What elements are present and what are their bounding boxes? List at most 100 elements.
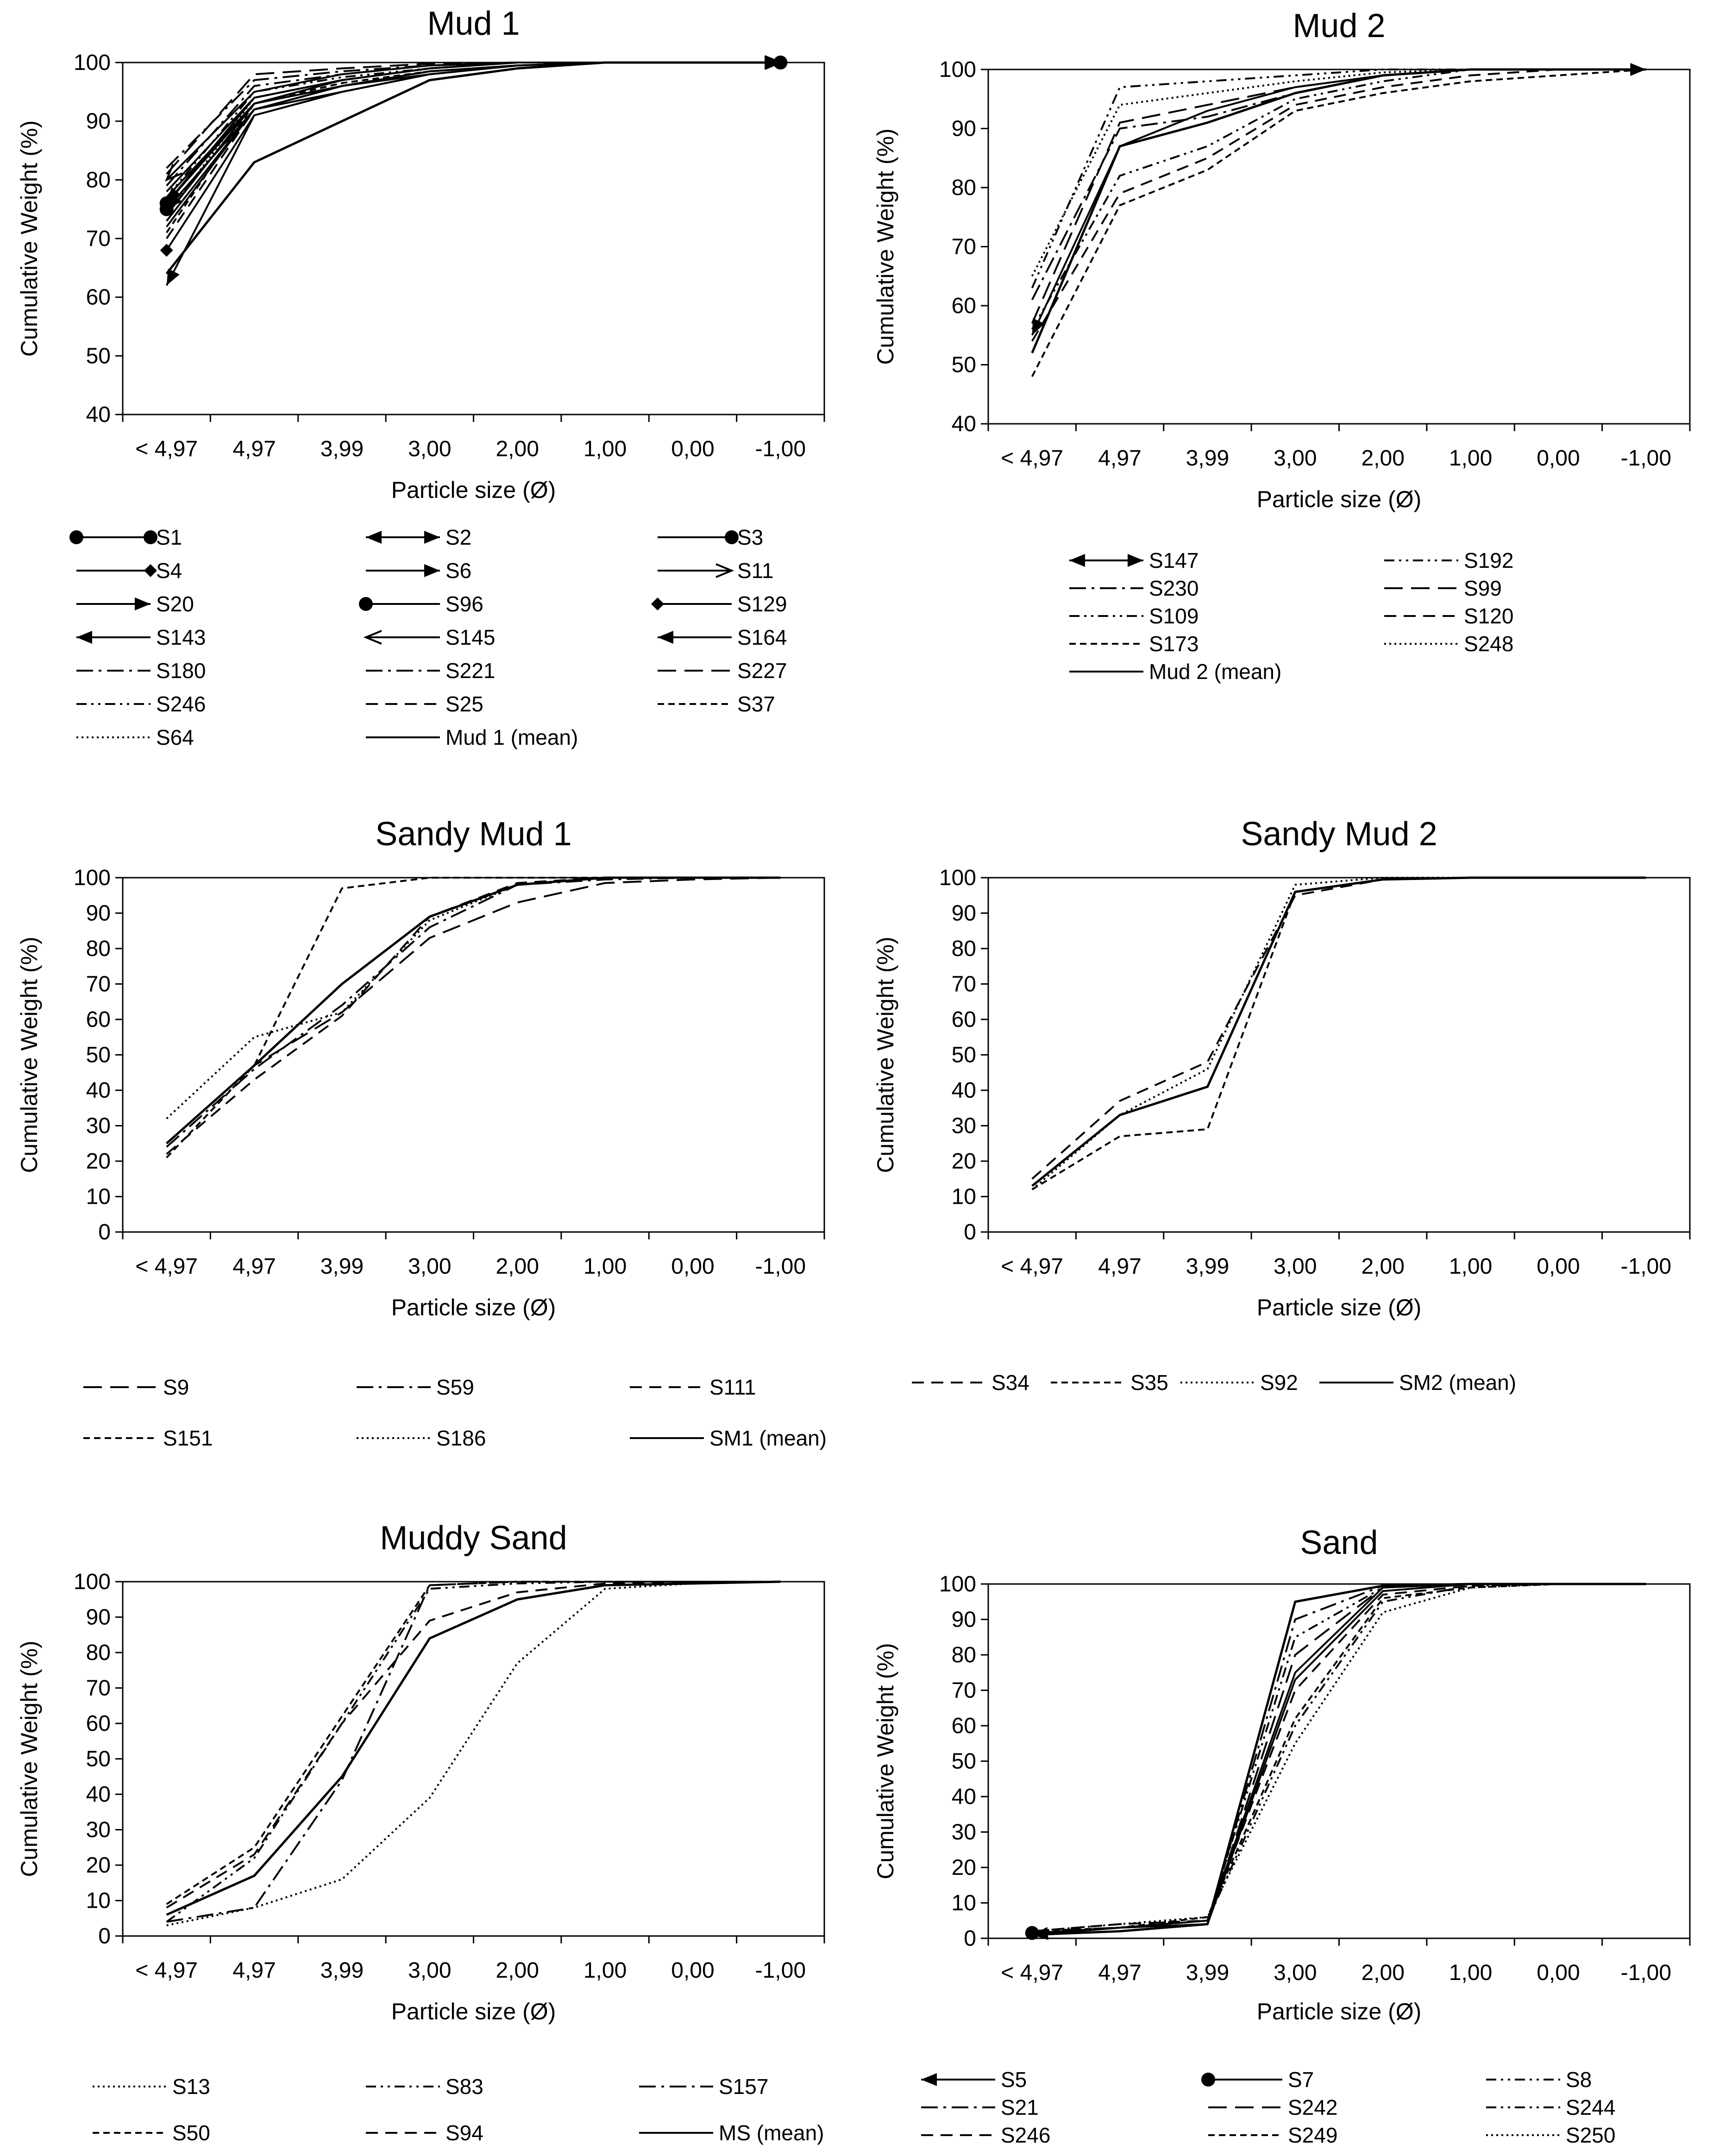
sand-series-s244: [1032, 1583, 1646, 1934]
mud-2-legend-s99-label: S99: [1464, 576, 1502, 600]
muddy-sand-ytick-label-7: 70: [86, 1676, 111, 1701]
mud-1-legend-s4-swatch-marker-end: [144, 564, 157, 577]
sandy-mud-1-ytick-label-3: 30: [86, 1114, 111, 1138]
mud-1-series-s11: [166, 55, 783, 193]
muddy-sand-series-s50-line: [166, 1581, 781, 1905]
mud-2-legend-s120: S120: [1384, 604, 1513, 628]
sandy-mud-1-legend-sm1-mean-: SM1 (mean): [630, 1426, 827, 1450]
mud-1-legend-s145-swatch-marker-start: [363, 630, 382, 645]
mud-1-legend-s129: S129: [651, 592, 787, 616]
muddy-sand-ytick-label-5: 50: [86, 1747, 111, 1772]
sandy-mud-1-series-s59-line: [166, 877, 781, 1148]
mud-2-xtick-label-5: 1,00: [1449, 446, 1492, 471]
sandy-mud-2-xtick-label-0: < 4,97: [1001, 1254, 1063, 1279]
mud-2-y-axis-label: Cumulative Weight (%): [872, 128, 898, 365]
sand-legend-s8-label: S8: [1566, 2068, 1592, 2092]
mud-1-legend-s143: S143: [76, 625, 206, 649]
mud-1-ytick-label-1: 50: [86, 344, 111, 368]
muddy-sand-legend-s13: S13: [93, 2074, 210, 2099]
sand-legend-s7-label: S7: [1288, 2068, 1314, 2092]
sand-ytick-label-7: 70: [952, 1678, 976, 1703]
mud-1-legend-mud-1-mean--label: Mud 1 (mean): [446, 725, 578, 749]
mud-2-ytick-label-2: 60: [952, 294, 976, 318]
sandy-mud-2-title: Sandy Mud 2: [1241, 816, 1437, 853]
muddy-sand-xtick-label-0: < 4,97: [135, 1958, 198, 1983]
sandy-mud-1-xtick-label-6: 0,00: [671, 1254, 714, 1279]
mud-1-legend-s25-label: S25: [446, 692, 483, 716]
muddy-sand-ytick-label-2: 20: [86, 1853, 111, 1878]
mud-2-legend-s248-label: S248: [1464, 632, 1513, 656]
mud-1-xtick-label-5: 1,00: [584, 437, 627, 461]
mud-1-legend-s3-swatch-marker-end: [725, 530, 739, 544]
mud-1-legend-s164: S164: [658, 625, 787, 649]
sandy-mud-2-xtick-label-3: 3,00: [1274, 1254, 1317, 1279]
mud-2-series-s99-line: [1031, 69, 1646, 324]
mud-2-series-s99: [1031, 69, 1646, 324]
sand-series-s5: [1032, 1583, 1646, 1940]
sand-legend-s242-label: S242: [1288, 2095, 1337, 2119]
mud-2-ytick-label-5: 90: [952, 117, 976, 141]
mud-1-legend-s2-label: S2: [446, 525, 471, 549]
sandy-mud-1-series-s9-line: [166, 877, 781, 1144]
muddy-sand-plot-frame: [122, 1581, 825, 1937]
sandy-mud-1-legend-s111: S111: [630, 1375, 756, 1399]
muddy-sand-ytick-label-3: 30: [86, 1818, 111, 1842]
chart-sand: Sand 0 10 20 30 40 50 60 70 80 90 100 < 4,97 4,97 3,99…: [856, 1505, 1713, 2156]
mud-1-series-s37: [166, 62, 781, 233]
sandy-mud-1-xtick-label-5: 1,00: [584, 1254, 627, 1279]
sandy-mud-2-series-sm2-mean--line: [1031, 876, 1646, 1187]
mud-1-series-s64-line: [166, 62, 781, 216]
mud-1-legend-s145: S145: [363, 625, 495, 649]
sand-ytick-label-4: 40: [952, 1785, 976, 1809]
mud-2-series-s109: [1031, 69, 1646, 330]
mud-1-ytick-label-6: 100: [74, 50, 111, 75]
sand-series-sand-mean-: [1032, 1583, 1646, 1936]
sandy-mud-2-ytick-label-5: 50: [952, 1043, 976, 1068]
sandy-mud-2-legend-s92-label: S92: [1260, 1370, 1298, 1395]
sandy-mud-1-xtick-label-4: 2,00: [496, 1254, 539, 1279]
sandy-mud-2-legend-s35: S35: [1051, 1370, 1168, 1395]
mud-1-ytick-label-0: 40: [86, 402, 111, 427]
mud-2-series-s230: [1031, 69, 1646, 301]
muddy-sand-xtick-label-7: -1,00: [755, 1958, 806, 1983]
mud-2-legend-s173-label: S173: [1149, 632, 1198, 656]
mud-1-xtick-label-0: < 4,97: [135, 437, 198, 461]
mud-1-legend-mud-1-mean-: Mud 1 (mean): [366, 725, 578, 749]
mud-1-legend-s227-label: S227: [737, 659, 787, 683]
sand-y-axis-label: Cumulative Weight (%): [872, 1643, 898, 1879]
sand-xtick-label-6: 0,00: [1537, 1961, 1580, 1985]
sandy-mud-2-legend-s34-label: S34: [991, 1370, 1029, 1395]
mud-2-series-s173-line: [1031, 69, 1646, 377]
mud-1-series-s4: [166, 56, 787, 227]
sandy-mud-1-plot-frame: [122, 877, 825, 1233]
mud-1-legend-s20-swatch-marker-end: [135, 597, 151, 610]
mud-1-series-s143-line: [166, 62, 781, 204]
sandy-mud-1-series-s186-line: [166, 877, 781, 1119]
chart-sand-svg: Sand 0 10 20 30 40 50 60 70 80 90 100 < 4,97 4,97 3,99…: [872, 1524, 1691, 2156]
mud-1-legend-s129-swatch-marker-start: [651, 597, 664, 610]
sandy-mud-1-xtick-label-0: < 4,97: [135, 1254, 198, 1279]
mud-2-xtick-label-2: 3,99: [1186, 446, 1229, 471]
mud-1-legend-s3-label: S3: [737, 525, 763, 549]
muddy-sand-series-ms-mean-: [166, 1580, 781, 1916]
mud-1-series-s25-line: [166, 62, 781, 239]
sand-ytick-label-10: 100: [939, 1572, 976, 1597]
sandy-mud-2-legend-s34: S34: [912, 1370, 1029, 1395]
muddy-sand-xtick-label-4: 2,00: [496, 1958, 539, 1983]
sandy-mud-1-legend-s186-label: S186: [436, 1426, 486, 1450]
mud-1-series-s180: [166, 62, 781, 169]
mud-1-series-s221: [166, 62, 781, 187]
sandy-mud-1-legend-sm1-mean--label: SM1 (mean): [709, 1426, 827, 1450]
mud-1-series-s96: [159, 62, 781, 216]
sand-series-s250-line: [1032, 1583, 1646, 1932]
sand-legend-sand-mean--label: Sand (mean): [1001, 2151, 1124, 2154]
mud-1-series-mud-1-mean-: [165, 61, 781, 275]
sand-ytick-label-2: 20: [952, 1855, 976, 1880]
muddy-sand-series-ms-mean--line: [166, 1580, 781, 1916]
sand-xtick-label-0: < 4,97: [1001, 1961, 1063, 1985]
sandy-mud-1-series-sm1-mean-: [166, 876, 781, 1144]
sandy-mud-2-ytick-label-0: 0: [964, 1220, 976, 1245]
sand-legend-s5-label: S5: [1001, 2068, 1027, 2092]
sandy-mud-1-legend-s151-label: S151: [163, 1426, 213, 1450]
mud-1-legend-s37: S37: [658, 692, 775, 716]
